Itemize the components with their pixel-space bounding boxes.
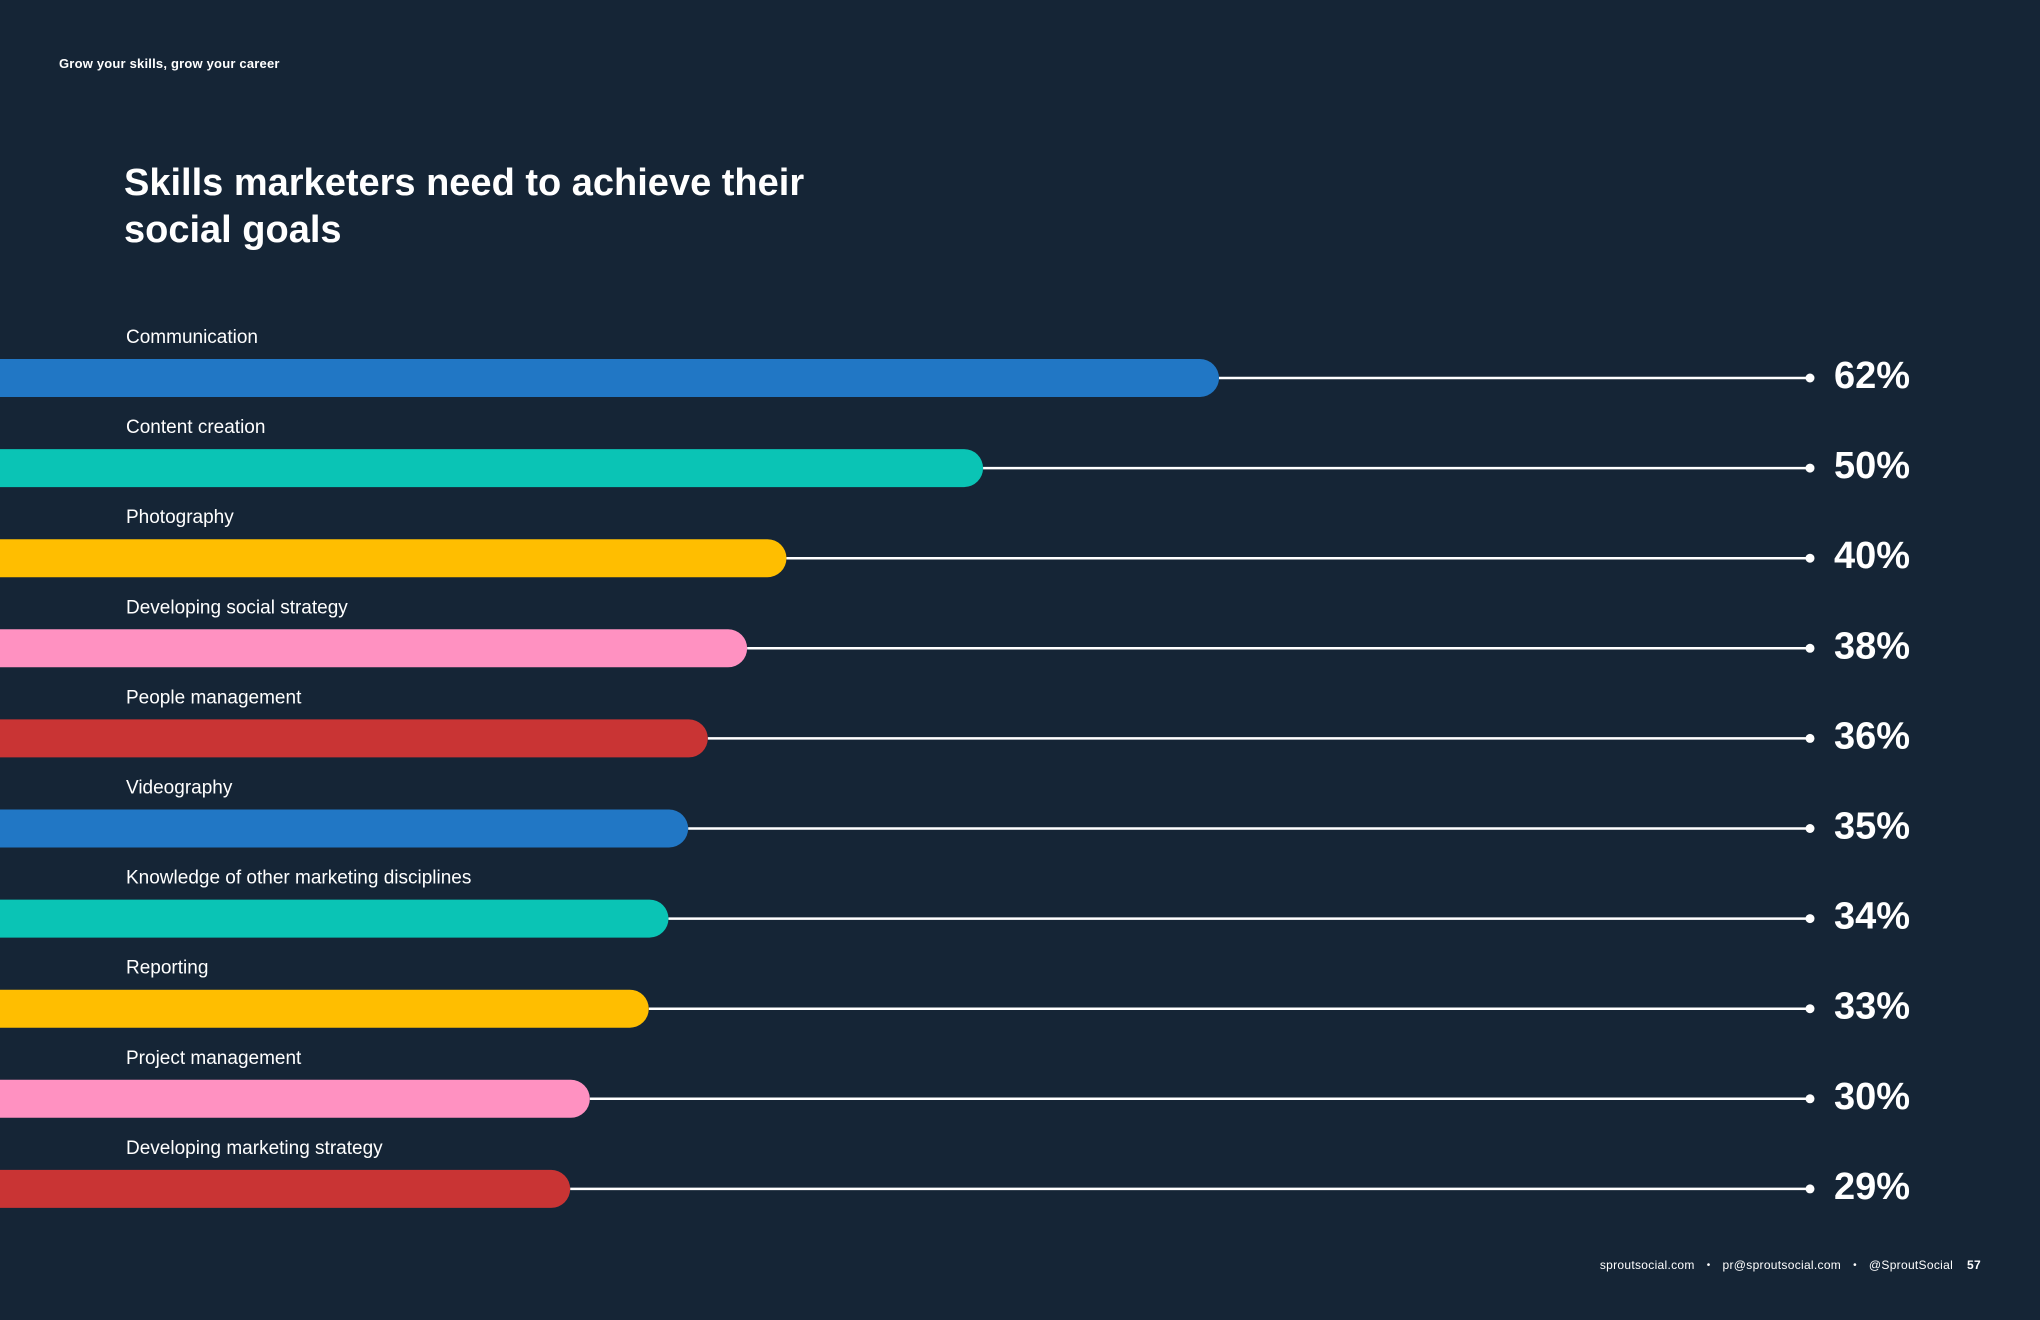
connector-dot bbox=[1805, 373, 1815, 383]
category-label: Photography bbox=[126, 507, 234, 528]
connector-dot bbox=[1805, 1094, 1815, 1104]
bar bbox=[0, 359, 1219, 397]
bar bbox=[0, 989, 649, 1028]
value-label: 30% bbox=[1834, 1076, 1910, 1118]
page-footer: sproutsocial.com • pr@sproutsocial.com •… bbox=[1600, 1258, 1981, 1272]
category-label: Content creation bbox=[126, 417, 265, 438]
bar bbox=[0, 1079, 590, 1118]
value-label: 50% bbox=[1834, 445, 1910, 487]
connector-dot bbox=[1805, 1004, 1815, 1014]
connector-dot bbox=[1805, 1184, 1815, 1194]
bar bbox=[0, 719, 708, 758]
footer-website[interactable]: sproutsocial.com bbox=[1599, 1258, 1695, 1272]
value-label: 40% bbox=[1834, 535, 1910, 577]
connector-dot bbox=[1805, 914, 1815, 924]
value-label: 29% bbox=[1834, 1166, 1910, 1208]
footer-separator-2: • bbox=[1853, 1259, 1857, 1271]
bar bbox=[0, 899, 669, 938]
bar bbox=[0, 629, 748, 668]
connector-dot bbox=[1805, 463, 1815, 473]
header-tagline: Grow your skills, grow your career bbox=[59, 56, 280, 71]
value-label: 62% bbox=[1834, 355, 1910, 397]
bar bbox=[0, 539, 787, 578]
footer-separator-1: • bbox=[1706, 1259, 1711, 1271]
value-label: 38% bbox=[1834, 625, 1910, 667]
connector-dot bbox=[1805, 553, 1815, 563]
value-label: 35% bbox=[1834, 806, 1910, 848]
category-label: Project management bbox=[126, 1048, 302, 1069]
bar bbox=[0, 449, 983, 488]
footer-email[interactable]: pr@sproutsocial.com bbox=[1722, 1258, 1842, 1272]
category-label: Developing marketing strategy bbox=[126, 1138, 383, 1159]
footer-handle[interactable]: @SproutSocial bbox=[1868, 1258, 1954, 1272]
category-label: Reporting bbox=[126, 958, 208, 979]
connector-dot bbox=[1805, 824, 1815, 833]
category-label: People management bbox=[126, 687, 302, 708]
category-label: Videography bbox=[126, 778, 233, 799]
connector-dot bbox=[1805, 733, 1815, 743]
category-label: Developing social strategy bbox=[126, 597, 348, 618]
bar bbox=[0, 809, 689, 848]
category-label: Communication bbox=[126, 327, 258, 348]
value-label: 34% bbox=[1834, 896, 1910, 938]
category-label: Knowledge of other marketing disciplines bbox=[126, 868, 471, 889]
connector-dot bbox=[1805, 643, 1815, 653]
bar bbox=[0, 1169, 571, 1208]
page-number: 57 bbox=[1967, 1258, 1981, 1272]
page-title: Skills marketers need to achieve their s… bbox=[124, 162, 805, 251]
value-label: 36% bbox=[1834, 715, 1910, 757]
value-label: 33% bbox=[1834, 986, 1910, 1028]
